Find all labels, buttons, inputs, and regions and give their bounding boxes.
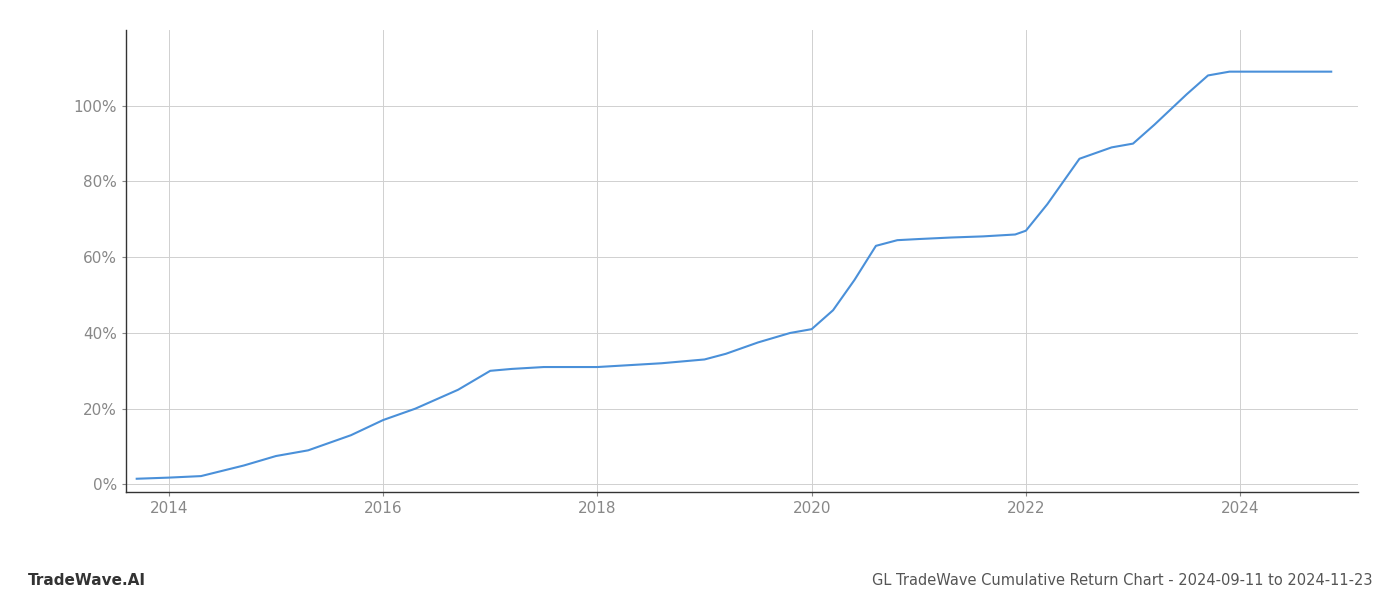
Text: GL TradeWave Cumulative Return Chart - 2024-09-11 to 2024-11-23: GL TradeWave Cumulative Return Chart - 2… xyxy=(871,573,1372,588)
Text: TradeWave.AI: TradeWave.AI xyxy=(28,573,146,588)
